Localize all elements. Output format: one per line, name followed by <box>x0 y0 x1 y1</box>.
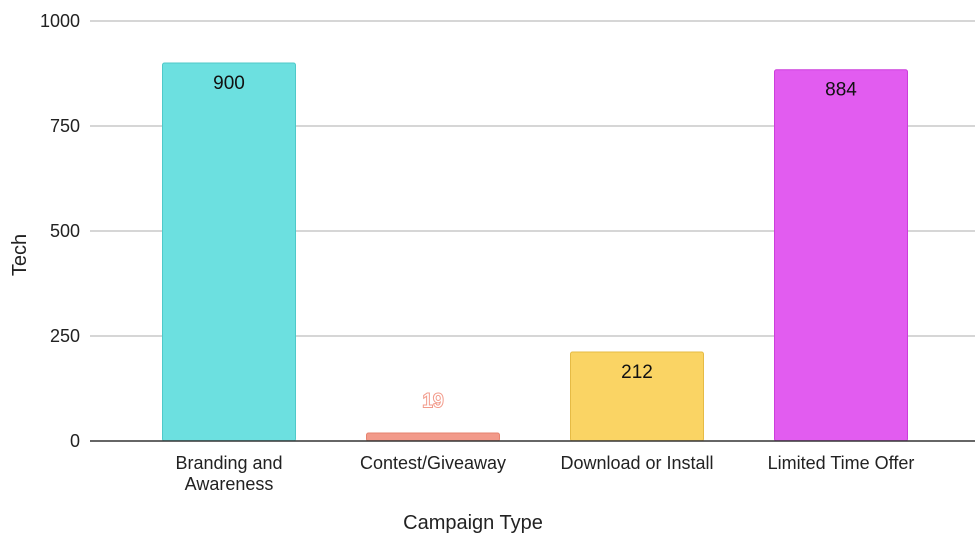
bar-value-label: 884 <box>825 80 857 101</box>
bar <box>366 432 500 442</box>
y-tick-label: 750 <box>50 116 80 136</box>
x-axis-title: Campaign Type <box>403 512 543 534</box>
bar <box>162 62 296 442</box>
x-category-label: Contest/Giveaway <box>360 453 506 473</box>
bar-value-label: 900 <box>213 73 245 94</box>
x-category-label: Awareness <box>185 474 274 494</box>
bars <box>162 62 908 442</box>
y-axis-title: Tech <box>9 234 31 276</box>
x-category-label: Limited Time Offer <box>768 453 915 473</box>
x-category-label: Branding and <box>175 453 282 473</box>
y-tick-label: 0 <box>70 431 80 451</box>
bar-value-label: 19 <box>422 391 443 412</box>
bar-value-label: 212 <box>621 362 653 383</box>
data-labels: 900 19 212 884 <box>213 73 857 413</box>
y-tick-label: 1000 <box>40 11 80 31</box>
y-tick-label: 500 <box>50 221 80 241</box>
y-axis-ticks: 0 250 500 750 1000 <box>40 11 80 451</box>
bar <box>774 69 908 442</box>
x-category-label: Download or Install <box>560 453 713 473</box>
y-tick-label: 250 <box>50 326 80 346</box>
